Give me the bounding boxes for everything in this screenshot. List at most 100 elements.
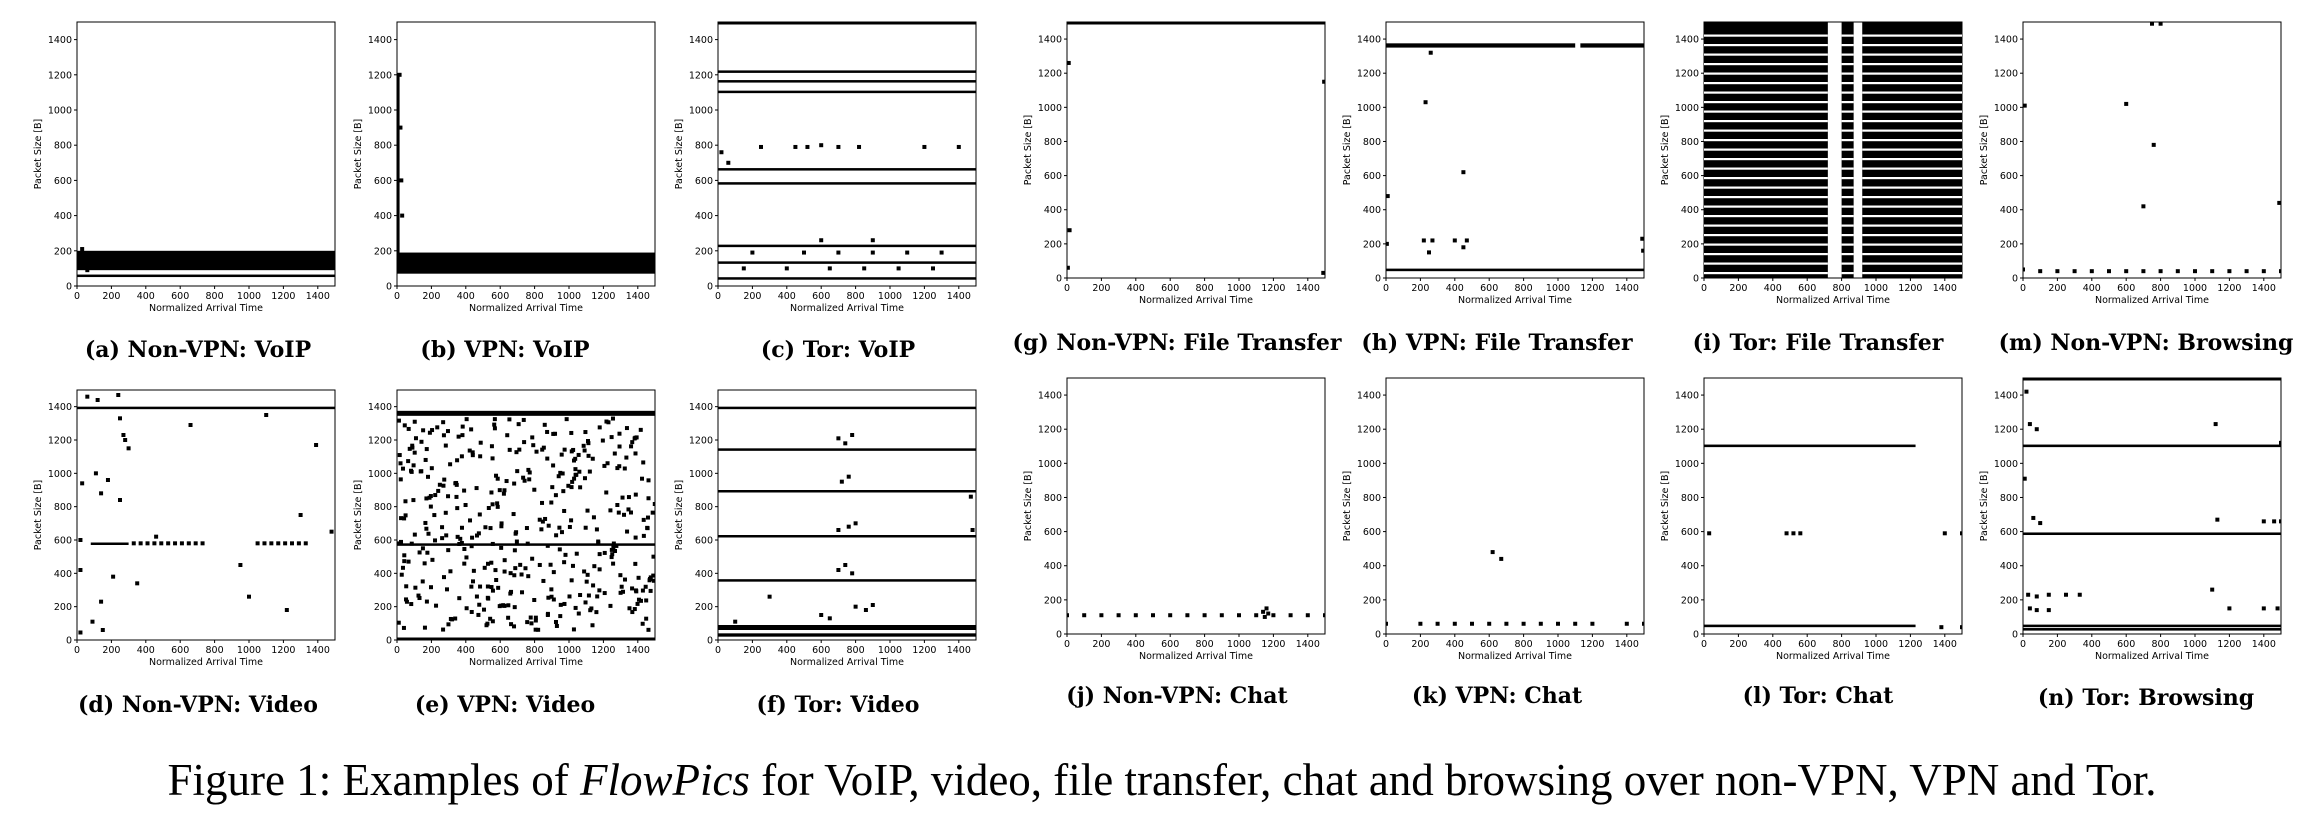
x-tick-label: 200 [1729, 639, 1747, 650]
x-tick-label: 600 [812, 645, 830, 656]
data-point [619, 584, 624, 589]
plot-frame [2022, 21, 2282, 279]
plot-frame [76, 389, 336, 641]
data-point [553, 619, 558, 624]
data-point [1427, 250, 1431, 255]
y-tick-label: 1200 [48, 436, 72, 447]
data-point [486, 561, 491, 566]
data-point [573, 467, 578, 472]
y-tick-label: 1400 [689, 402, 713, 413]
data-point [507, 447, 512, 452]
y-axis-label: Packet Size [B] [33, 480, 44, 551]
x-tick-label: 1200 [591, 291, 615, 302]
y-tick-label: 800 [1363, 137, 1381, 148]
y-tick-label: 1200 [1994, 425, 2018, 436]
data-point [459, 454, 464, 459]
x-tick-label: 1400 [1933, 639, 1957, 650]
data-point [2064, 592, 2068, 597]
y-tick-label: 200 [1363, 595, 1381, 606]
data-point [719, 150, 724, 155]
data-point [2215, 517, 2220, 522]
y-tick-label: 1400 [1675, 391, 1699, 402]
data-point [641, 460, 646, 465]
data-point [467, 448, 472, 453]
data-point [1499, 556, 1504, 561]
data-point [2261, 606, 2266, 611]
data-point [477, 602, 482, 607]
y-tick-label: 200 [1044, 595, 1062, 606]
data-point [497, 604, 502, 609]
data-point [443, 443, 448, 448]
data-point [609, 547, 614, 552]
data-point [1960, 625, 1962, 630]
data-point [458, 536, 463, 541]
data-point [634, 589, 639, 594]
dense-gap [1862, 63, 1962, 66]
x-tick-label: 600 [171, 291, 189, 302]
data-point [556, 474, 561, 479]
data-point [1168, 613, 1173, 618]
data-point [2046, 592, 2051, 597]
data-point [409, 602, 414, 607]
x-tick-label: 800 [1515, 639, 1533, 650]
data-point [2026, 592, 2031, 597]
data-point [550, 485, 555, 490]
dense-gap [1841, 167, 1854, 170]
y-tick-label: 1000 [689, 469, 713, 480]
data-band [718, 182, 976, 185]
data-point [446, 494, 451, 499]
data-band [718, 625, 976, 630]
subfigure-caption: (k) VPN: Chat [1412, 683, 1583, 709]
data-point [397, 541, 401, 546]
dense-gap [1862, 158, 1962, 161]
data-point [512, 548, 517, 553]
data-point [290, 541, 294, 546]
x-tick-label: 200 [1411, 639, 1429, 650]
data-band [2023, 532, 2281, 536]
plot-frame [1385, 377, 1645, 635]
data-point [2261, 269, 2266, 274]
data-point [586, 453, 591, 458]
data-point [629, 444, 634, 449]
dense-gap [1704, 196, 1828, 199]
data-point [462, 488, 467, 493]
data-point [626, 495, 631, 500]
data-point [478, 454, 483, 459]
data-point [494, 578, 499, 583]
x-tick-label: 1000 [878, 291, 902, 302]
data-point [2124, 269, 2129, 274]
data-point [546, 595, 551, 600]
data-point [2141, 204, 2146, 209]
data-point [441, 575, 446, 580]
chart-g: 0 200 400 600 800 1000 1200 1400 0 200 400 600 800 10… [1013, 21, 1342, 356]
dense-gap [1862, 262, 1962, 265]
data-point [486, 596, 491, 601]
data-point [406, 559, 411, 564]
x-axis-label: Normalized Arrival Time [469, 303, 583, 314]
data-point [482, 565, 487, 570]
data-point [627, 606, 632, 611]
data-point [557, 547, 562, 552]
data-point [99, 599, 104, 604]
dense-gap [1841, 148, 1854, 151]
data-point [527, 470, 532, 475]
data-point [846, 524, 851, 529]
data-point [1219, 613, 1224, 618]
data-point [1640, 236, 1644, 241]
data-point [759, 144, 763, 149]
data-point [455, 506, 460, 511]
x-tick-label: 1000 [1227, 639, 1251, 650]
data-point [562, 447, 567, 452]
data-point [434, 603, 439, 608]
data-point [636, 597, 641, 602]
plot-data [1386, 43, 1644, 272]
x-axis-label: Normalized Arrival Time [2095, 651, 2209, 662]
y-axis-label: Packet Size [B] [674, 119, 685, 190]
data-point [446, 548, 451, 553]
data-point [530, 435, 535, 440]
dense-gap [1841, 139, 1854, 142]
data-point [476, 612, 481, 617]
data-point [519, 572, 524, 577]
data-point [430, 428, 435, 433]
dense-gap [1841, 82, 1854, 85]
